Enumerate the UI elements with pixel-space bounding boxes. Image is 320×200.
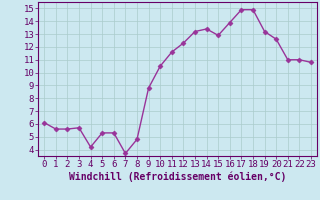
X-axis label: Windchill (Refroidissement éolien,°C): Windchill (Refroidissement éolien,°C) (69, 172, 286, 182)
